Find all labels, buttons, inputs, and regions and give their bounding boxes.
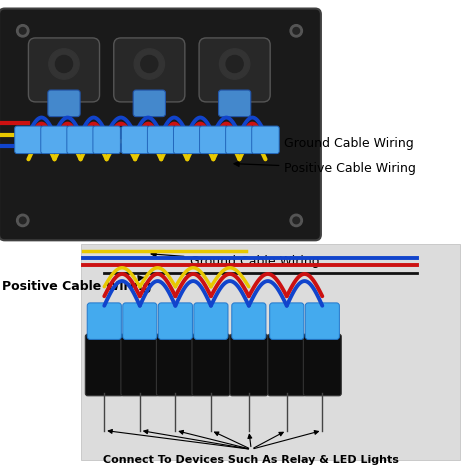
FancyBboxPatch shape (28, 38, 100, 102)
Circle shape (219, 49, 250, 79)
FancyBboxPatch shape (158, 303, 192, 339)
FancyBboxPatch shape (199, 38, 270, 102)
FancyBboxPatch shape (192, 334, 230, 396)
Circle shape (17, 25, 29, 37)
Text: Positive Cable Wiring: Positive Cable Wiring (2, 276, 152, 293)
FancyBboxPatch shape (305, 303, 339, 339)
FancyBboxPatch shape (93, 126, 120, 154)
Circle shape (134, 49, 164, 79)
FancyBboxPatch shape (48, 90, 80, 117)
Text: Positive Cable Wiring: Positive Cable Wiring (234, 161, 416, 175)
FancyBboxPatch shape (252, 126, 279, 154)
FancyBboxPatch shape (194, 303, 228, 339)
Text: Connect To Devices Such As Relay & LED Lights: Connect To Devices Such As Relay & LED L… (103, 455, 399, 465)
Circle shape (226, 55, 243, 73)
FancyBboxPatch shape (219, 90, 251, 117)
FancyBboxPatch shape (121, 334, 159, 396)
Circle shape (293, 27, 300, 34)
FancyBboxPatch shape (200, 126, 227, 154)
Circle shape (19, 27, 26, 34)
FancyBboxPatch shape (133, 90, 165, 117)
FancyBboxPatch shape (270, 303, 304, 339)
FancyBboxPatch shape (87, 303, 121, 339)
FancyBboxPatch shape (41, 126, 68, 154)
FancyBboxPatch shape (156, 334, 194, 396)
FancyBboxPatch shape (268, 334, 306, 396)
FancyBboxPatch shape (67, 126, 94, 154)
FancyBboxPatch shape (123, 303, 157, 339)
Text: Ground Cable Wiring: Ground Cable Wiring (241, 137, 414, 150)
FancyBboxPatch shape (147, 126, 175, 154)
FancyBboxPatch shape (230, 334, 268, 396)
FancyBboxPatch shape (114, 38, 185, 102)
FancyBboxPatch shape (15, 126, 42, 154)
Text: Ground Cable Wiring: Ground Cable Wiring (151, 252, 319, 268)
Circle shape (17, 214, 29, 227)
FancyBboxPatch shape (0, 9, 321, 240)
FancyBboxPatch shape (232, 303, 266, 339)
Circle shape (55, 55, 73, 73)
FancyBboxPatch shape (121, 126, 149, 154)
Circle shape (290, 25, 302, 37)
Circle shape (290, 214, 302, 227)
FancyBboxPatch shape (173, 126, 201, 154)
Circle shape (141, 55, 158, 73)
Circle shape (293, 217, 300, 224)
FancyBboxPatch shape (303, 334, 341, 396)
Circle shape (49, 49, 79, 79)
Circle shape (19, 217, 26, 224)
FancyBboxPatch shape (85, 334, 123, 396)
FancyBboxPatch shape (81, 244, 460, 460)
FancyBboxPatch shape (226, 126, 253, 154)
